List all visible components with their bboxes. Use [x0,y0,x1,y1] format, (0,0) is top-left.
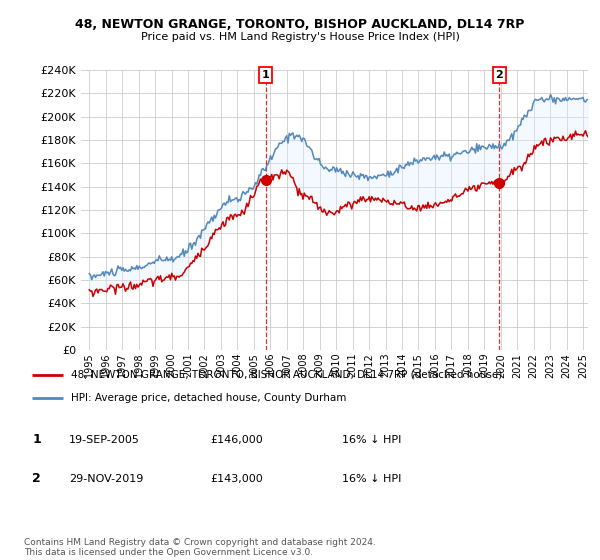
Text: 2: 2 [496,70,503,80]
Text: 16% ↓ HPI: 16% ↓ HPI [342,435,401,445]
Text: HPI: Average price, detached house, County Durham: HPI: Average price, detached house, Coun… [71,393,347,403]
Text: 1: 1 [262,70,269,80]
Text: £143,000: £143,000 [210,474,263,484]
Text: 1: 1 [32,433,41,446]
Text: 29-NOV-2019: 29-NOV-2019 [69,474,143,484]
Text: £146,000: £146,000 [210,435,263,445]
Text: 16% ↓ HPI: 16% ↓ HPI [342,474,401,484]
Text: Contains HM Land Registry data © Crown copyright and database right 2024.
This d: Contains HM Land Registry data © Crown c… [24,538,376,557]
Text: 19-SEP-2005: 19-SEP-2005 [69,435,140,445]
Text: Price paid vs. HM Land Registry's House Price Index (HPI): Price paid vs. HM Land Registry's House … [140,32,460,43]
Text: 48, NEWTON GRANGE, TORONTO, BISHOP AUCKLAND, DL14 7RP (detached house): 48, NEWTON GRANGE, TORONTO, BISHOP AUCKL… [71,370,503,380]
Text: 48, NEWTON GRANGE, TORONTO, BISHOP AUCKLAND, DL14 7RP: 48, NEWTON GRANGE, TORONTO, BISHOP AUCKL… [76,18,524,31]
Text: 2: 2 [32,472,41,486]
